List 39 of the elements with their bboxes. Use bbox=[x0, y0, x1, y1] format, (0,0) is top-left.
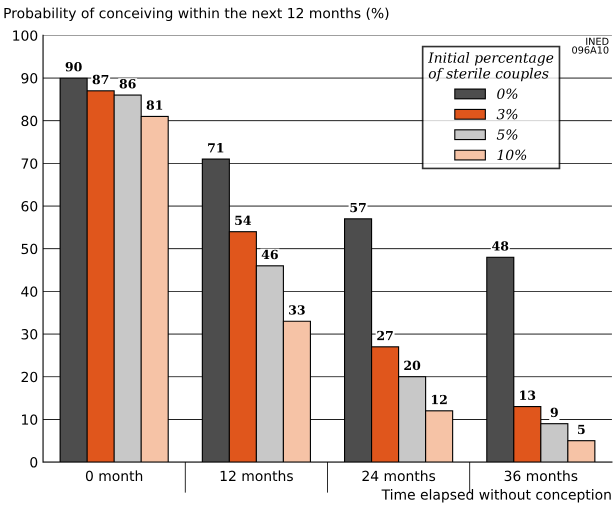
legend-title: Initial percentage of sterile couples bbox=[428, 52, 554, 82]
y-tick-label: 100 bbox=[13, 30, 38, 41]
y-tick-label: 20 bbox=[22, 372, 38, 382]
x-tick-label: 36 months bbox=[504, 470, 578, 482]
data-label: 81 bbox=[146, 100, 162, 110]
annotation: INED 096A10 bbox=[572, 38, 609, 54]
y-tick-label: 40 bbox=[21, 286, 38, 297]
y-tick-label: 50 bbox=[22, 244, 38, 254]
data-label: 86 bbox=[120, 79, 136, 89]
y-axis-title: Probability of conceiving within the next 12 months (%) bbox=[4, 8, 388, 22]
data-label: 46 bbox=[262, 250, 278, 260]
y-tick-label: 90 bbox=[21, 72, 38, 84]
x-tick-label: 12 months bbox=[220, 470, 293, 482]
data-label: 27 bbox=[377, 330, 393, 340]
data-label: 12 bbox=[432, 394, 447, 404]
y-tick-label: 80 bbox=[21, 116, 38, 126]
y-tick-label: 70 bbox=[22, 158, 38, 169]
data-label: 5 bbox=[578, 424, 585, 434]
data-label: 33 bbox=[289, 305, 305, 315]
legend-label: 0% bbox=[497, 88, 518, 100]
y-tick-label: 0 bbox=[30, 457, 38, 468]
data-label: 9 bbox=[550, 408, 558, 418]
x-tick-label: 24 months bbox=[362, 470, 436, 482]
y-tick-label: 10 bbox=[22, 414, 38, 425]
legend-label: 5% bbox=[496, 129, 518, 140]
y-tick-label: 30 bbox=[22, 329, 38, 340]
data-label: 54 bbox=[235, 216, 252, 226]
data-label: 87 bbox=[92, 74, 108, 84]
x-axis-title: Time elapsed without conception bbox=[382, 489, 611, 502]
data-label: 20 bbox=[404, 360, 420, 370]
x-tick-label: 0 month bbox=[86, 470, 142, 482]
data-label: 57 bbox=[350, 202, 366, 212]
data-label: 71 bbox=[208, 143, 224, 152]
data-label: 90 bbox=[66, 62, 82, 72]
data-label: 48 bbox=[492, 241, 508, 251]
legend-label: 10% bbox=[497, 150, 526, 160]
legend-label: 3% bbox=[496, 108, 518, 120]
y-tick-label: 60 bbox=[21, 201, 38, 212]
data-label: 13 bbox=[520, 390, 536, 400]
